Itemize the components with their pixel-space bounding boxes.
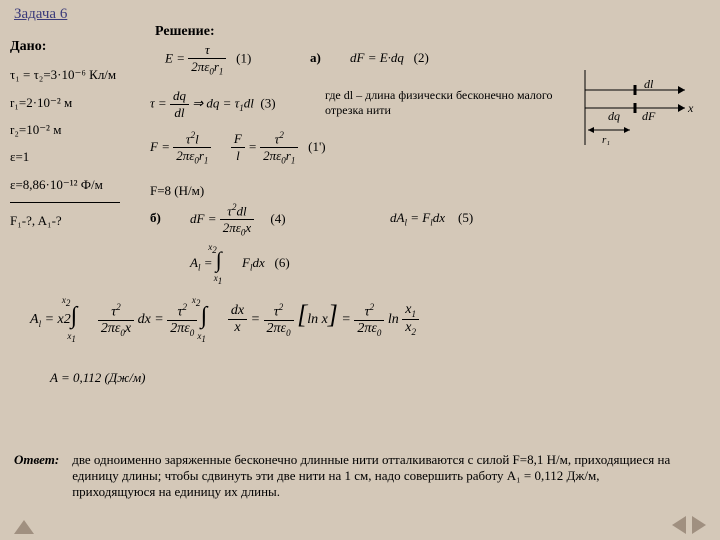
eq-3: τ = dqdl ⇒ dq = τ1dl (3) <box>150 88 276 121</box>
eq-6: Al = ∫x1x2 Fldx (6) <box>190 247 290 275</box>
diagram: dl dq dF x r₁ <box>580 50 698 160</box>
given-block: Дано: τ₁ = τ₂=3·10⁻⁶ Кл/м r₁=2·10⁻² м r₂… <box>10 32 140 234</box>
answer-text: две одноименно заряженные бесконечно дли… <box>72 452 672 500</box>
eq-2: dF = E·dq (2) <box>350 50 429 66</box>
svg-text:dq: dq <box>608 109 620 123</box>
given-line: r₁=2·10⁻² м <box>10 95 72 110</box>
eq-4: dF = τ2dl2πε0x (4) <box>190 202 286 238</box>
given-line: ε=8,86·10⁻¹² Ф/м <box>10 177 103 192</box>
solution-label: Решение: <box>155 24 215 40</box>
given-label: Дано: <box>10 39 46 54</box>
nav-left[interactable] <box>14 520 34 534</box>
answer-block: Ответ: две одноименно заряженные бесконе… <box>14 452 706 500</box>
note-3: где dl – длина физически бесконечно мало… <box>325 88 555 118</box>
svg-text:r₁: r₁ <box>602 134 610 146</box>
svg-text:dl: dl <box>644 77 654 91</box>
nav-right[interactable] <box>672 516 706 534</box>
eq-5: dAl = Fldx (5) <box>390 210 473 228</box>
problem-title: Задача 6 <box>14 6 67 23</box>
given-line: ε=1 <box>10 149 29 164</box>
eq-1prime: F = τ2l2πε0r1 Fl = τ22πε0r1 (1') <box>150 130 326 166</box>
answer-label: Ответ: <box>14 452 59 467</box>
svg-text:x: x <box>687 101 694 115</box>
given-question: F₁-?, A₁-? <box>10 213 62 228</box>
label-a: а) <box>310 50 321 66</box>
eq-1: E = τ2πε0r1 (1) <box>165 42 251 77</box>
given-line: r₂=10⁻² м <box>10 122 61 137</box>
f-result: F=8 (Н/м) <box>150 183 204 199</box>
given-line: τ₁ = τ₂=3·10⁻⁶ Кл/м <box>10 67 116 82</box>
a-result: A = 0,112 (Дж/м) <box>50 370 145 386</box>
eq-derivation: Al = x2∫x1x2 τ22πε0x dx = τ22πε0 ∫x1x2 d… <box>30 300 419 338</box>
label-b: б) <box>150 210 161 226</box>
svg-text:dF: dF <box>642 109 656 123</box>
